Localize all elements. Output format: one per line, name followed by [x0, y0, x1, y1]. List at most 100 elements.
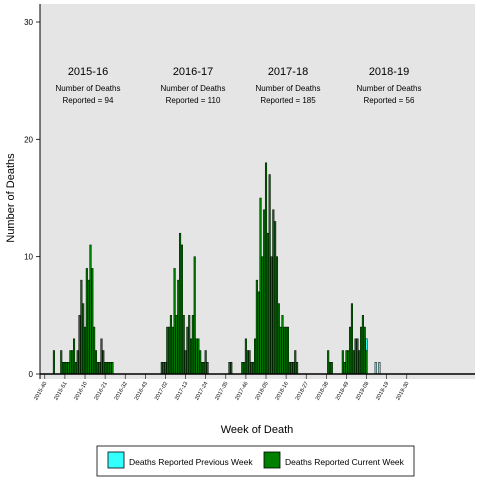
bar-current-week [281, 315, 284, 375]
bar-current-week [228, 362, 231, 375]
bar-current-week [104, 362, 107, 375]
bar-current-week [343, 362, 346, 375]
bar-current-week [191, 315, 194, 375]
y-axis-title: Number of Deaths [5, 153, 17, 243]
season-caption: Number of Deaths [256, 84, 321, 93]
bar-current-week [78, 315, 81, 375]
x-tick-label: 2018-49 [335, 381, 350, 401]
bar-current-week [62, 362, 65, 375]
bar-current-week [69, 350, 72, 375]
bar-current-week [296, 362, 299, 375]
bar-current-week [288, 362, 291, 375]
x-tick-label: 2018-38 [315, 381, 330, 401]
legend-swatch-previous-week [107, 451, 125, 469]
bar-current-week [179, 232, 182, 375]
bar-current-week [182, 315, 185, 375]
bar-current-week [109, 362, 112, 375]
season-title: 2016-17 [173, 66, 213, 78]
bar-current-week [190, 338, 193, 375]
season-title: 2017-18 [268, 66, 308, 78]
legend-swatch-current-week [263, 451, 281, 469]
bar-current-week [171, 326, 174, 375]
bar-current-week [52, 350, 55, 375]
bar-current-week [261, 256, 264, 375]
season-total: Reported = 185 [260, 96, 316, 105]
bar-current-week [98, 362, 101, 375]
bar-current-week [350, 303, 353, 375]
season-total: Reported = 94 [63, 96, 114, 105]
bar-current-week [352, 350, 355, 375]
bar-current-week [347, 350, 350, 375]
bar-current-week [328, 362, 332, 375]
x-tick-label: 2019-30 [395, 381, 410, 401]
bar-current-week [93, 326, 96, 375]
bar-current-week [199, 350, 202, 375]
season-caption: Number of Deaths [357, 84, 422, 93]
legend-label-current-week: Deaths Reported Current Week [285, 457, 405, 467]
bar-current-week [160, 362, 163, 375]
bar-current-week [206, 362, 209, 375]
bar-current-week [354, 338, 357, 375]
x-tick-label: 2015-51 [53, 381, 68, 401]
bar-current-week [73, 338, 76, 375]
bar-current-week [168, 326, 171, 375]
bar-current-week [292, 362, 295, 375]
bar-current-week [294, 350, 297, 375]
bar-current-week [80, 279, 83, 375]
bar-current-week [180, 244, 183, 375]
bar-current-week [100, 338, 103, 375]
bar-current-week [200, 362, 204, 375]
x-tick-label: 2018-05 [254, 381, 269, 401]
bar-current-week [193, 256, 196, 375]
bar-current-week [162, 362, 165, 375]
bar-current-week [96, 362, 99, 375]
bar-current-week [169, 315, 172, 375]
x-axis-title: Week of Death [221, 424, 294, 436]
bar-current-week [87, 279, 90, 375]
bar-current-week [363, 326, 366, 375]
bars [52, 162, 381, 375]
bar-current-week [356, 338, 359, 375]
y-tick-label: 30 [24, 18, 33, 27]
bar-current-week [270, 256, 273, 375]
bar-current-week [63, 362, 66, 375]
season-caption: Number of Deaths [161, 84, 226, 93]
bar-current-week [82, 303, 85, 375]
bar-current-week [349, 326, 352, 375]
bar-current-week [173, 268, 176, 375]
bar-current-week [255, 279, 258, 375]
bar-current-week [83, 326, 87, 375]
bar-current-week [65, 362, 68, 375]
bar-current-week [286, 326, 289, 375]
x-tick-label: 2016-21 [94, 381, 109, 401]
season-caption: Number of Deaths [56, 84, 121, 93]
bar-current-week [341, 350, 344, 375]
bar-current-week [102, 350, 105, 375]
bar-current-week [257, 291, 260, 375]
bar-current-week [327, 350, 330, 375]
bar-current-week [263, 209, 266, 375]
x-tick-label: 2019-19 [375, 381, 390, 401]
bar-current-week [360, 326, 363, 375]
bar-current-week [361, 315, 364, 375]
bar-current-week [252, 362, 255, 375]
bar-current-week [358, 350, 361, 375]
season-title: 2015-16 [68, 66, 108, 78]
legend: Deaths Reported Previous Week Deaths Rep… [96, 445, 415, 477]
x-tick-label: 2018-27 [295, 381, 310, 401]
bar-current-week [279, 326, 282, 375]
season-total: Reported = 56 [364, 96, 415, 105]
bar-current-week [246, 350, 249, 375]
bar-current-week [166, 326, 169, 375]
y-tick-label: 10 [24, 253, 33, 262]
bar-current-week [76, 350, 79, 375]
bar-current-week [202, 362, 205, 375]
bar-current-week [277, 303, 280, 375]
bar-current-week [188, 315, 191, 375]
legend-label-previous-week: Deaths Reported Previous Week [129, 457, 253, 467]
bar-current-week [241, 362, 244, 375]
bar-current-week [259, 197, 262, 375]
bar-current-week [85, 268, 88, 375]
x-tick-label: 2017-02 [154, 381, 169, 401]
